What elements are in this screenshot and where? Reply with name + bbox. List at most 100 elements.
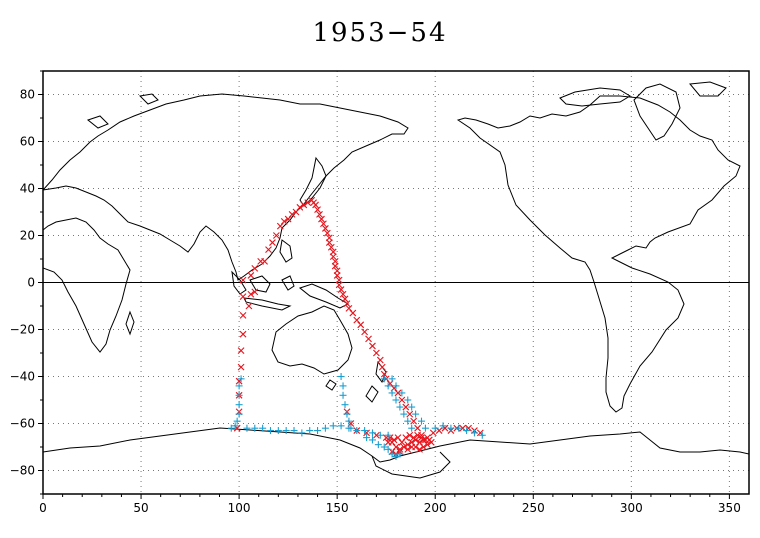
track-point-x-marker bbox=[272, 232, 280, 239]
x-tick-label: 150 bbox=[326, 501, 349, 515]
track-point-plus-marker bbox=[235, 410, 243, 418]
track-point-x-marker bbox=[376, 356, 384, 364]
track-point-plus-marker bbox=[404, 417, 412, 425]
track-point-x-marker bbox=[423, 441, 431, 449]
track-point-plus-marker bbox=[227, 424, 235, 432]
track-point-x-marker bbox=[314, 206, 321, 214]
track-point-plus-marker bbox=[396, 403, 404, 411]
track-point-plus-marker bbox=[282, 427, 290, 435]
track-point-x-marker bbox=[384, 438, 392, 446]
x-tick-label: 50 bbox=[133, 501, 148, 515]
track-point-x-marker bbox=[398, 396, 406, 404]
track-point-plus-marker bbox=[259, 424, 267, 432]
track-point-plus-marker bbox=[408, 424, 416, 432]
track-point-plus-marker bbox=[470, 429, 478, 437]
y-tick-label: −40 bbox=[10, 370, 35, 384]
track-point-x-marker bbox=[239, 330, 247, 338]
track-point-x-marker bbox=[239, 276, 247, 284]
track-point-x-marker bbox=[239, 293, 247, 300]
track-point-x-marker bbox=[237, 363, 245, 371]
track-point-x-marker bbox=[365, 335, 372, 343]
track-point-x-marker bbox=[406, 431, 414, 439]
track-point-x-marker bbox=[337, 286, 345, 293]
track-point-x-marker bbox=[318, 215, 325, 223]
track-point-x-marker bbox=[296, 203, 304, 211]
track-point-x-marker bbox=[316, 210, 323, 218]
track-point-plus-marker bbox=[404, 396, 412, 404]
track-point-x-marker bbox=[349, 309, 357, 317]
track-point-plus-marker bbox=[339, 391, 347, 399]
track-point-plus-marker bbox=[337, 373, 345, 380]
track-point-plus-marker bbox=[290, 427, 298, 435]
track-point-plus-marker bbox=[274, 427, 282, 435]
y-tick-label: −20 bbox=[10, 323, 35, 337]
track-point-plus-marker bbox=[339, 382, 347, 390]
track-point-x-marker bbox=[333, 272, 341, 279]
track-point-x-marker bbox=[239, 312, 247, 319]
track-point-plus-marker bbox=[412, 410, 420, 418]
track-point-x-marker bbox=[269, 239, 276, 246]
grid-lines bbox=[43, 71, 749, 494]
track-point-x-marker bbox=[320, 220, 327, 228]
x-tick-label: 300 bbox=[620, 501, 643, 515]
track-point-x-marker bbox=[420, 443, 427, 451]
track-point-x-marker bbox=[341, 295, 349, 303]
track-point-plus-marker bbox=[380, 443, 388, 451]
track-point-x-marker bbox=[323, 229, 331, 237]
track-point-x-marker bbox=[300, 201, 308, 209]
track-point-plus-marker bbox=[341, 401, 349, 409]
track-point-x-marker bbox=[339, 290, 347, 298]
y-tick-label: 60 bbox=[20, 135, 35, 149]
track-point-plus-marker bbox=[343, 410, 351, 418]
track-point-plus-marker bbox=[376, 431, 384, 439]
track-point-plus-marker bbox=[235, 401, 243, 409]
track-point-plus-marker bbox=[347, 424, 355, 432]
track-point-x-marker bbox=[304, 199, 312, 206]
track-point-plus-marker bbox=[237, 375, 245, 383]
track-point-x-marker bbox=[414, 424, 421, 432]
track-point-x-marker bbox=[418, 434, 425, 441]
track-point-plus-marker bbox=[368, 429, 376, 437]
track-point-plus-marker bbox=[337, 422, 345, 430]
x-tick-label: 250 bbox=[522, 501, 545, 515]
track-point-plus-marker bbox=[388, 389, 396, 397]
track-point-x-marker bbox=[261, 257, 268, 265]
track-point-plus-marker bbox=[388, 375, 396, 383]
track-point-x-marker bbox=[251, 288, 259, 296]
track-point-x-marker bbox=[329, 253, 337, 261]
track-markers bbox=[227, 196, 486, 460]
track-point-plus-marker bbox=[235, 391, 243, 399]
track-point-plus-marker bbox=[363, 434, 371, 442]
chart-title: 1953−54 bbox=[312, 18, 448, 48]
track-point-x-marker bbox=[402, 403, 410, 411]
track-point-plus-marker bbox=[439, 422, 447, 430]
track-point-x-marker bbox=[327, 243, 335, 251]
track-point-x-marker bbox=[251, 265, 259, 272]
track-point-plus-marker bbox=[392, 382, 400, 390]
track-point-plus-marker bbox=[463, 427, 471, 435]
track-point-plus-marker bbox=[392, 452, 400, 460]
track-point-x-marker bbox=[322, 225, 329, 232]
track-point-x-marker bbox=[406, 410, 414, 418]
track-point-plus-marker bbox=[384, 382, 392, 390]
track-point-plus-marker bbox=[361, 427, 369, 435]
y-tick-label: 40 bbox=[20, 182, 35, 196]
track-point-x-marker bbox=[325, 239, 333, 246]
track-point-x-marker bbox=[369, 342, 376, 350]
y-tick-label: −60 bbox=[10, 417, 35, 431]
track-point-plus-marker bbox=[353, 427, 361, 435]
track-point-plus-marker bbox=[396, 450, 404, 458]
track-point-plus-marker bbox=[251, 424, 259, 432]
track-point-x-marker bbox=[427, 438, 435, 446]
track-point-plus-marker bbox=[314, 427, 322, 435]
x-tick-label: 0 bbox=[39, 501, 47, 515]
track-point-plus-marker bbox=[233, 417, 241, 425]
y-tick-label: 0 bbox=[27, 276, 35, 290]
y-tick-label: 80 bbox=[20, 88, 35, 102]
track-point-plus-marker bbox=[345, 417, 353, 425]
y-tick-label: 20 bbox=[20, 229, 35, 243]
track-point-x-marker bbox=[331, 262, 339, 270]
track-point-x-marker bbox=[390, 436, 398, 444]
track-point-x-marker bbox=[357, 321, 365, 329]
track-point-x-marker bbox=[361, 328, 369, 336]
